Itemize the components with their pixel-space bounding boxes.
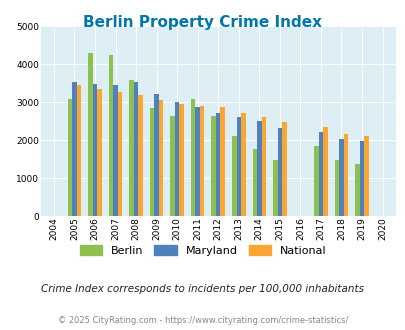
Legend: Berlin, Maryland, National: Berlin, Maryland, National xyxy=(75,240,330,260)
Text: Crime Index corresponds to incidents per 100,000 inhabitants: Crime Index corresponds to incidents per… xyxy=(41,284,364,294)
Bar xyxy=(343,134,347,216)
Bar xyxy=(273,160,277,216)
Bar xyxy=(277,128,281,216)
Bar xyxy=(236,117,241,216)
Bar xyxy=(359,141,363,216)
Bar xyxy=(195,107,199,216)
Bar xyxy=(72,82,77,216)
Bar xyxy=(129,80,134,216)
Bar xyxy=(68,98,72,216)
Bar xyxy=(175,102,179,216)
Bar xyxy=(220,107,224,216)
Bar xyxy=(354,164,359,216)
Bar xyxy=(179,104,183,216)
Bar xyxy=(77,85,81,216)
Text: Berlin Property Crime Index: Berlin Property Crime Index xyxy=(83,15,322,30)
Bar xyxy=(252,149,256,216)
Bar xyxy=(113,85,117,216)
Text: © 2025 CityRating.com - https://www.cityrating.com/crime-statistics/: © 2025 CityRating.com - https://www.city… xyxy=(58,316,347,325)
Bar xyxy=(109,55,113,216)
Bar xyxy=(88,53,92,216)
Bar xyxy=(154,94,158,216)
Bar xyxy=(363,137,368,216)
Bar xyxy=(256,121,261,216)
Bar xyxy=(338,139,343,216)
Bar xyxy=(281,122,286,216)
Bar xyxy=(313,146,318,216)
Bar xyxy=(241,113,245,216)
Bar xyxy=(149,108,154,216)
Bar xyxy=(215,113,220,216)
Bar xyxy=(158,100,163,216)
Bar xyxy=(190,98,195,216)
Bar xyxy=(134,82,138,216)
Bar xyxy=(170,115,175,216)
Bar xyxy=(92,84,97,216)
Bar xyxy=(138,95,143,216)
Bar xyxy=(211,115,215,216)
Bar xyxy=(334,160,338,216)
Bar xyxy=(322,127,327,216)
Bar xyxy=(97,89,102,216)
Bar xyxy=(231,136,236,216)
Bar xyxy=(199,106,204,216)
Bar xyxy=(318,132,322,216)
Bar xyxy=(117,92,122,216)
Bar xyxy=(261,117,265,216)
